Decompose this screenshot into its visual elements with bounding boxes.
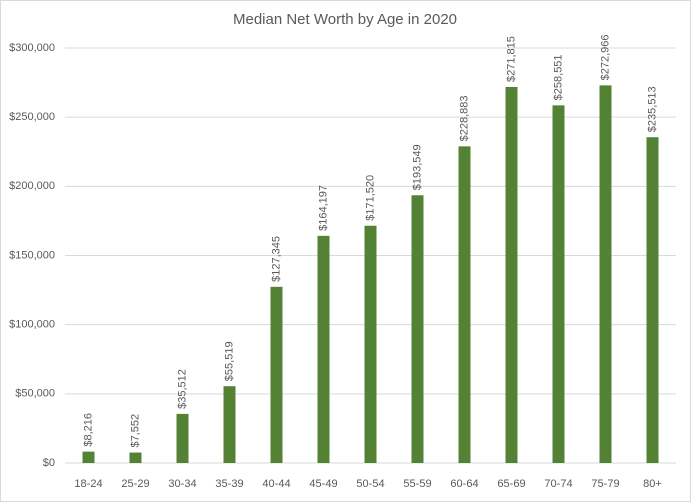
x-tick-label: 55-59 <box>403 478 431 490</box>
x-tick-label: 50-54 <box>356 478 384 490</box>
data-label: $171,520 <box>364 175 376 221</box>
y-tick-label: $200,000 <box>9 180 55 192</box>
x-tick-label: 75-79 <box>591 478 619 490</box>
y-tick-label: $100,000 <box>9 319 55 331</box>
bar <box>505 86 518 463</box>
x-tick-label: 65-69 <box>497 478 525 490</box>
data-label: $193,549 <box>411 144 423 190</box>
data-label: $271,815 <box>505 36 517 82</box>
data-label: $55,519 <box>223 341 235 381</box>
x-tick-label: 60-64 <box>450 478 478 490</box>
x-tick-label: 18-24 <box>74 478 102 490</box>
bar <box>458 146 471 463</box>
data-label: $272,966 <box>599 35 611 81</box>
bar <box>646 137 659 463</box>
data-label: $8,216 <box>82 413 94 447</box>
y-tick-label: $150,000 <box>9 249 55 261</box>
bar <box>270 286 283 463</box>
x-tick-label: 30-34 <box>168 478 196 490</box>
data-label: $164,197 <box>317 185 329 231</box>
bar <box>82 451 95 463</box>
y-tick-label: $300,000 <box>9 42 55 54</box>
x-tick-label: 35-39 <box>215 478 243 490</box>
bar <box>129 452 142 463</box>
bar <box>317 235 330 463</box>
data-label: $7,552 <box>129 414 141 448</box>
bar <box>552 105 565 464</box>
bar <box>599 85 612 463</box>
y-tick-label: $50,000 <box>15 388 55 400</box>
bar <box>411 195 424 464</box>
x-tick-label: 80+ <box>643 478 662 490</box>
x-tick-label: 70-74 <box>544 478 572 490</box>
data-label: $258,551 <box>552 54 564 100</box>
bar <box>223 386 236 463</box>
bar <box>364 225 377 463</box>
data-label: $228,883 <box>458 95 470 141</box>
data-label: $127,345 <box>270 236 282 282</box>
data-label: $235,513 <box>646 86 658 132</box>
x-tick-label: 25-29 <box>121 478 149 490</box>
data-label: $35,512 <box>176 369 188 409</box>
bar <box>176 413 189 463</box>
x-tick-label: 40-44 <box>262 478 290 490</box>
y-tick-label: $0 <box>43 457 55 469</box>
x-tick-label: 45-49 <box>309 478 337 490</box>
chart-title: Median Net Worth by Age in 2020 <box>233 11 457 28</box>
y-tick-label: $250,000 <box>9 111 55 123</box>
